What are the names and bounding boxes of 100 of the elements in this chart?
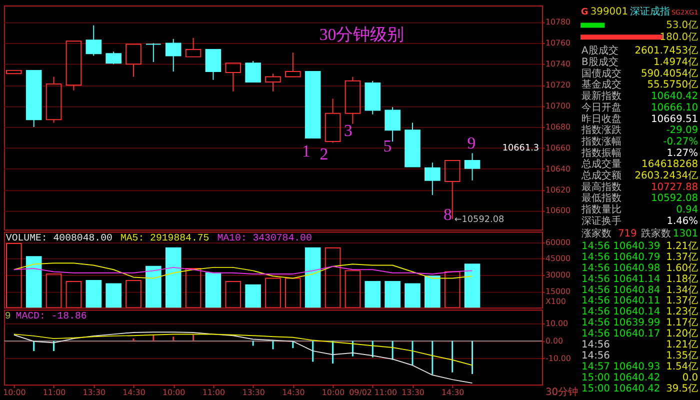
- text: 0.94: [676, 204, 698, 216]
- candlestick: [66, 40, 82, 91]
- bar: [265, 278, 281, 308]
- candlestick: [106, 51, 122, 65]
- text: 指数涨幅: [580, 135, 622, 148]
- candlestick: [225, 62, 242, 92]
- text: 14:56 10640.17: [582, 328, 660, 340]
- text: 最高指数: [582, 180, 622, 193]
- annotation: 10661.3: [502, 144, 540, 154]
- text: 1.20亿: [666, 328, 698, 340]
- data-label: 180.0亿: [660, 32, 698, 44]
- bar: [464, 264, 480, 308]
- text: 1.27%: [666, 148, 698, 159]
- candlestick: [384, 106, 400, 142]
- bar: [225, 281, 242, 308]
- y-tick-label: 0.00: [545, 336, 564, 346]
- candlestick: [26, 70, 42, 128]
- text: 深证换手: [582, 214, 622, 227]
- text: 1.35亿: [666, 350, 698, 362]
- text: 1.18亿: [666, 274, 698, 285]
- bar: [165, 247, 182, 308]
- text: 指数涨跌: [580, 124, 622, 136]
- bar: [324, 247, 341, 308]
- bar: [106, 283, 122, 308]
- candlestick: [304, 70, 321, 138]
- text: 14:56: [582, 350, 610, 362]
- x-tick-label: 10:00: [322, 388, 345, 397]
- chart-title: 399001: [590, 6, 628, 18]
- bar: [404, 283, 420, 308]
- y-tick-label: 45000: [545, 254, 571, 264]
- y-tick-label: 10720: [545, 80, 571, 90]
- text: 指数量比: [580, 204, 622, 216]
- candlestick: [146, 42, 162, 63]
- candlestick: [6, 70, 22, 74]
- bar: [444, 271, 460, 308]
- line-series: [13, 262, 473, 279]
- candlestick: [424, 162, 440, 196]
- annotation: 9: [467, 133, 476, 152]
- y-tick-label: 15000: [545, 286, 571, 296]
- annotation: 9: [4, 310, 11, 322]
- text: 10669.51: [650, 114, 698, 125]
- annotation: 8: [444, 204, 452, 224]
- y-tick-label: 10600: [545, 206, 571, 216]
- y-tick-label: 10640: [545, 164, 571, 174]
- x-tick-label: 13:30: [402, 388, 424, 397]
- y-tick-label: 10740: [545, 60, 571, 69]
- text: 国债成交: [582, 67, 622, 80]
- text: 1.34亿: [666, 284, 698, 296]
- text: 总成交额: [580, 170, 622, 182]
- candlestick: [86, 24, 102, 56]
- text: 55.5750亿: [647, 80, 698, 91]
- bar: [344, 270, 361, 308]
- x-axis-title: 30分钟: [545, 386, 578, 398]
- text: ←10592.08: [454, 215, 504, 226]
- candlestick: [464, 152, 480, 181]
- y-tick-label: 10620: [545, 185, 571, 194]
- text: 1.21亿: [666, 340, 698, 351]
- text: 总成交量: [580, 158, 622, 170]
- y-tick-label: -10.00: [545, 354, 571, 363]
- text: 跌家数: [640, 228, 671, 240]
- text: 基金成交: [582, 78, 622, 91]
- text: 1.37亿: [666, 296, 698, 307]
- text: 涨家数: [582, 228, 612, 240]
- data-label: 53.0亿: [666, 20, 698, 32]
- text: 1.17亿: [666, 318, 698, 329]
- text: 14:56 10640.39: [582, 240, 660, 252]
- text: 1.4974亿: [654, 56, 698, 68]
- text: 昨日收盘: [582, 112, 622, 125]
- y-tick-label: 60000: [545, 238, 571, 247]
- text: 14:56 10639.99: [582, 318, 660, 329]
- x-tick-label: 10:00: [3, 388, 26, 397]
- text: 0.0: [682, 372, 698, 384]
- text: 1.60亿: [666, 262, 698, 274]
- text: B股成交: [582, 56, 618, 68]
- x-tick-label: 13:30: [242, 388, 265, 397]
- text: 14:56 10640.79: [582, 252, 660, 263]
- chart-subtitle: 深证成指: [630, 5, 670, 18]
- x-tick-label: 13:30: [82, 388, 106, 397]
- bar: [205, 272, 222, 308]
- text: 14:56 10640.14: [582, 306, 660, 318]
- text: 10727.88: [650, 182, 698, 193]
- bar: [66, 281, 82, 308]
- text: 14:56: [582, 340, 610, 351]
- text: 10666.10: [650, 102, 698, 114]
- text: 14:56 10640.84: [582, 284, 660, 296]
- candlestick: [285, 52, 301, 78]
- candlestick: [165, 38, 182, 72]
- candlestick: [404, 122, 420, 168]
- annotation: 2: [320, 144, 328, 164]
- x-tick-label: 11:00: [202, 388, 226, 397]
- bar: [364, 281, 381, 308]
- x-tick-label: 11:00: [42, 388, 66, 397]
- bar: [26, 256, 42, 308]
- text: G: [580, 7, 588, 18]
- y-tick-label: 10780: [545, 18, 571, 27]
- candlestick: [245, 60, 261, 82]
- text: 指数振幅: [580, 146, 622, 159]
- text: 14:56 10640.98: [582, 262, 660, 274]
- chart-title: MACD: -18.86: [16, 310, 87, 322]
- bar: [46, 273, 62, 308]
